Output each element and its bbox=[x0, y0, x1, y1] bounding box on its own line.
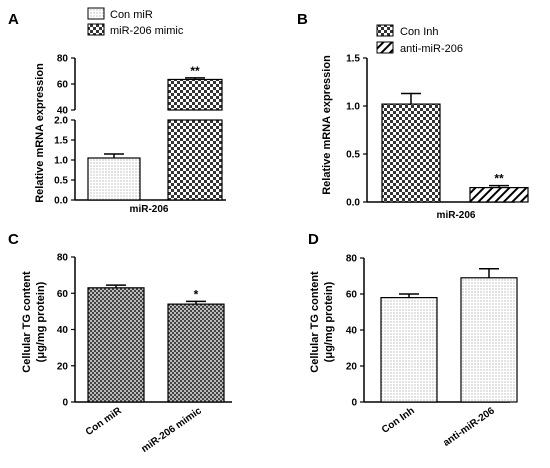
y-tick-label: 40 bbox=[57, 325, 69, 336]
panel-a-bars: ** bbox=[87, 64, 224, 201]
y-tick-label: 80 bbox=[346, 254, 358, 265]
y-tick-label: 0.0 bbox=[54, 196, 68, 207]
y-tick-label: 2.0 bbox=[54, 116, 68, 127]
panel-b-ylabel: Relative mRNA expression bbox=[321, 55, 333, 195]
y-tick-label: 20 bbox=[346, 362, 358, 373]
legend-label-con-mir: Con miR bbox=[110, 9, 153, 21]
y-tick-label: 0.0 bbox=[346, 198, 360, 209]
y-tick-label: 1.5 bbox=[346, 54, 360, 65]
panel-a-legend: Con miR miR-206 mimic bbox=[87, 7, 184, 37]
bar-mir206-mimic-lower bbox=[167, 119, 223, 201]
x-category-label: Con miR bbox=[84, 405, 125, 438]
panel-d-bars bbox=[380, 268, 518, 403]
panel-a: A Relative mRNA expression 0.0 0.5 1.0 1.5 2… bbox=[8, 7, 226, 215]
legend-label-mir206-mimic: miR-206 mimic bbox=[110, 25, 184, 37]
significance-mark: ** bbox=[494, 172, 504, 186]
legend-label-anti-mir206: anti-miR-206 bbox=[400, 43, 463, 55]
y-tick-label: 40 bbox=[57, 106, 69, 117]
bar-0 bbox=[87, 287, 145, 403]
panel-d-letter: D bbox=[308, 231, 319, 248]
x-category-label: miR-206 mimic bbox=[140, 405, 204, 455]
y-tick-label: 60 bbox=[57, 80, 69, 91]
y-tick-label: 20 bbox=[57, 361, 69, 372]
panel-a-xlabel: miR-206 bbox=[130, 204, 169, 215]
y-tick-label: 1.5 bbox=[54, 136, 68, 147]
y-tick-label: 40 bbox=[346, 326, 358, 337]
panel-a-letter: A bbox=[8, 11, 19, 28]
y-tick-label: 0 bbox=[351, 398, 357, 409]
panel-a-ylabel: Relative mRNA expression bbox=[34, 63, 46, 203]
panel-b: B Relative mRNA expression 0.00.51.01.5 … bbox=[297, 11, 529, 221]
y-tick-label: 0.5 bbox=[346, 150, 360, 161]
y-tick-label: 0.5 bbox=[54, 176, 68, 187]
panel-b-xlabel: miR-206 bbox=[437, 210, 476, 221]
panel-d-ylabel-line2: (μg/mg protein) bbox=[323, 281, 335, 362]
y-tick-label: 0 bbox=[62, 398, 68, 409]
panel-c-letter: C bbox=[8, 231, 19, 248]
y-tick-label: 1.0 bbox=[346, 102, 360, 113]
axis-break-band bbox=[166, 111, 224, 119]
y-tick-label: 1.0 bbox=[54, 156, 68, 167]
y-tick-label: 60 bbox=[346, 290, 358, 301]
y-tick-label: 80 bbox=[57, 253, 69, 264]
x-category-label: anti-miR-206 bbox=[441, 405, 497, 449]
legend-swatch-con-mir bbox=[87, 7, 105, 20]
significance-mark: ** bbox=[190, 64, 200, 78]
legend-swatch-con-inh bbox=[376, 24, 394, 37]
bar-1 bbox=[167, 303, 225, 403]
bar-con-inh bbox=[381, 103, 441, 203]
panel-c-bars: * bbox=[87, 284, 225, 403]
x-category-label: Con Inh bbox=[380, 405, 417, 435]
legend-swatch-anti-mir206 bbox=[376, 41, 394, 54]
bar-0 bbox=[380, 297, 438, 403]
panel-b-legend: Con Inh anti-miR-206 bbox=[376, 24, 463, 55]
significance-mark: * bbox=[194, 287, 199, 301]
legend-label-con-inh: Con Inh bbox=[400, 26, 439, 38]
bar-anti-mir206 bbox=[469, 187, 529, 203]
panel-b-letter: B bbox=[297, 11, 308, 28]
legend-swatch-mir206-mimic bbox=[87, 23, 105, 36]
bar-con-mir bbox=[87, 157, 141, 201]
y-tick-label: 80 bbox=[57, 54, 69, 65]
panel-c-ylabel-line1: Cellular TG content bbox=[21, 271, 33, 373]
bar-mir206-mimic-upper bbox=[167, 78, 223, 111]
panel-b-bars: ** bbox=[381, 92, 529, 203]
panel-c-ylabel-line2: (μg/mg protein) bbox=[35, 281, 47, 362]
panel-d: D Cellular TG content (μg/mg protein) 0 2… bbox=[308, 231, 518, 449]
panel-c: C Cellular TG content (μg/mg protein) 0 2… bbox=[8, 231, 232, 455]
bar-1 bbox=[460, 277, 518, 403]
y-tick-label: 60 bbox=[57, 289, 69, 300]
panel-d-ylabel-line1: Cellular TG content bbox=[309, 271, 321, 373]
